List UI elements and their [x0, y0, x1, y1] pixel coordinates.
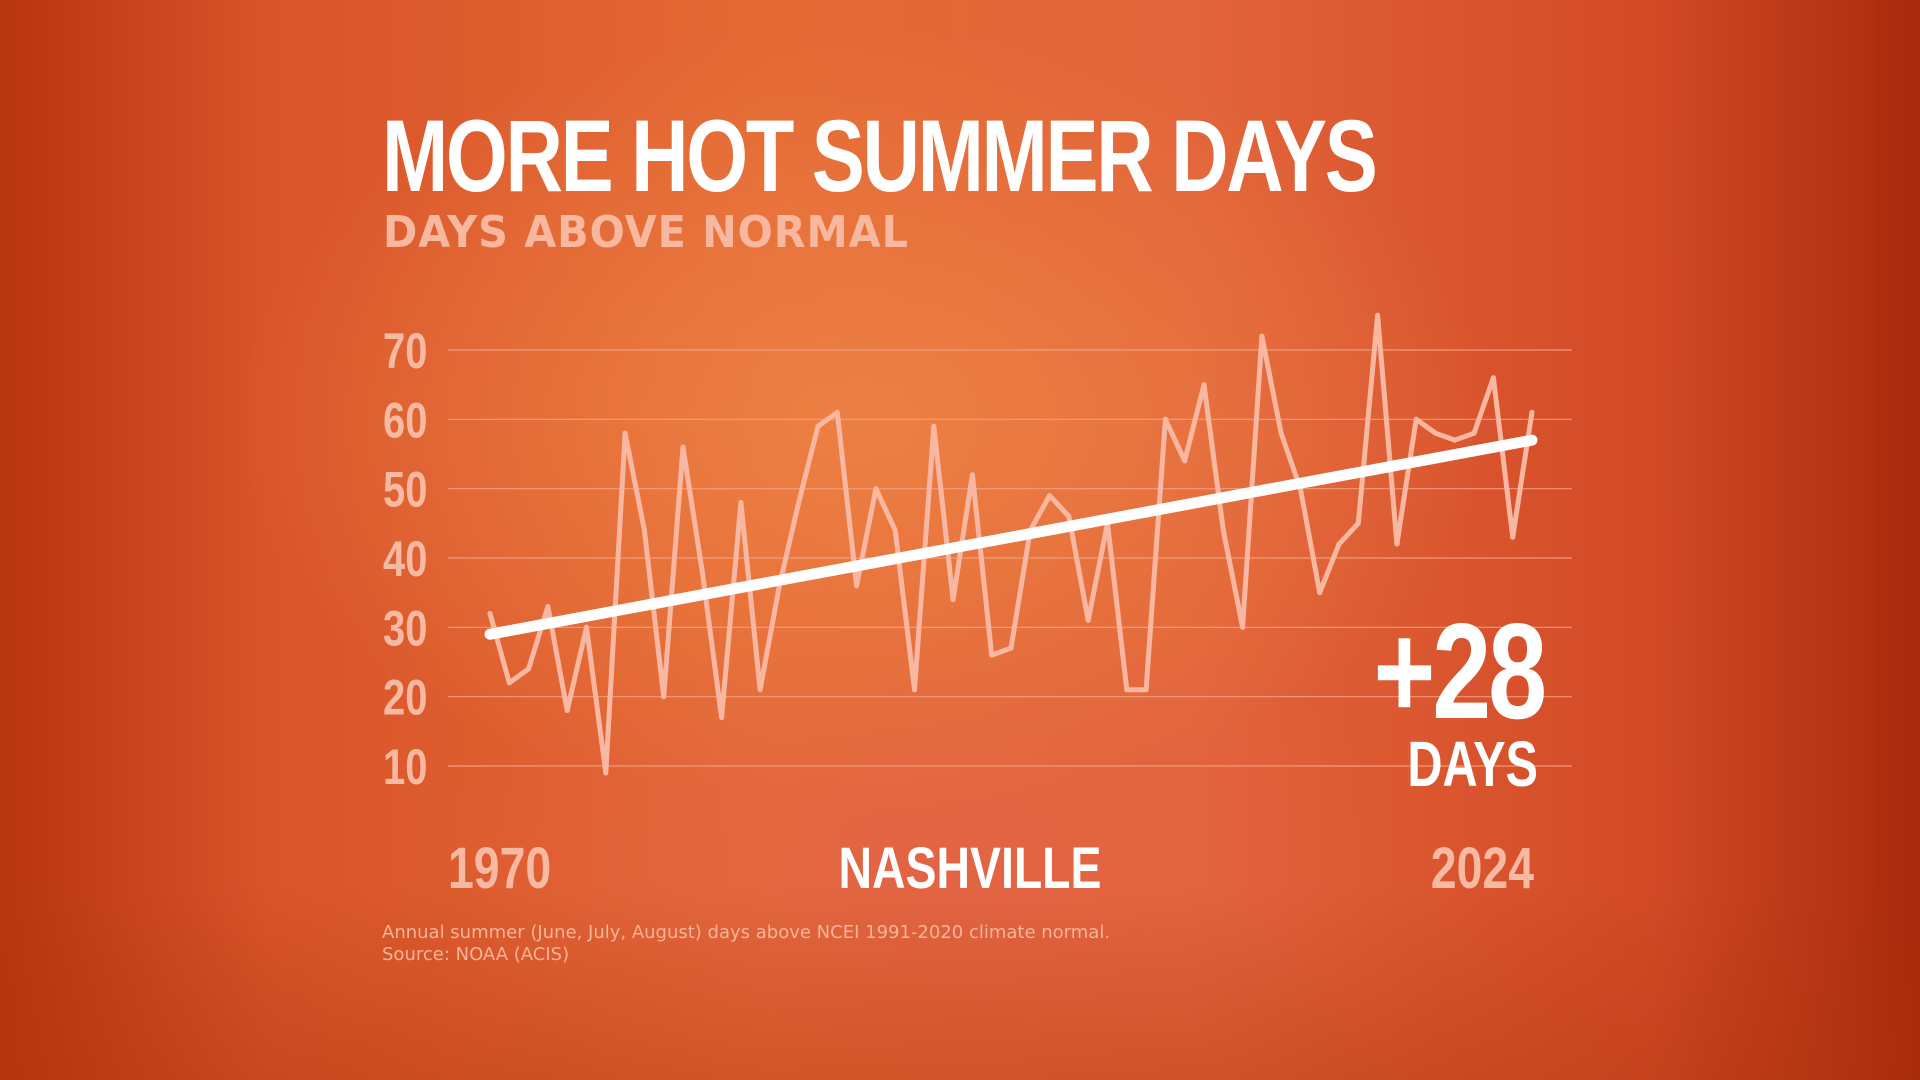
data-point-2000 — [1066, 513, 1072, 519]
y-tick-label-20: 20 — [383, 669, 427, 725]
x-axis-end-label: 2024 — [1431, 836, 1534, 901]
data-point-2004 — [1143, 687, 1149, 693]
data-point-2011 — [1278, 430, 1284, 436]
data-point-1982 — [719, 715, 725, 720]
data-point-1979 — [661, 694, 667, 700]
data-point-2005 — [1162, 416, 1168, 422]
data-point-2018 — [1413, 416, 1419, 422]
data-point-1975 — [584, 624, 589, 630]
data-point-1976 — [603, 770, 609, 776]
trend-line — [484, 434, 1538, 640]
data-point-2009 — [1240, 624, 1246, 630]
callout-value: +28 — [1373, 595, 1544, 747]
footnote: Annual summer (June, July, August) days … — [382, 922, 1110, 966]
data-point-2023 — [1510, 534, 1516, 540]
data-point-2021 — [1471, 430, 1477, 436]
footnote-description: Annual summer (June, July, August) days … — [382, 922, 1111, 943]
data-point-2007 — [1201, 382, 1207, 388]
y-tick-label-50: 50 — [383, 461, 427, 517]
data-point-1999 — [1047, 493, 1053, 499]
data-point-2016 — [1375, 312, 1381, 318]
data-point-2010 — [1259, 333, 1265, 339]
data-point-2003 — [1124, 687, 1130, 693]
data-point-1994 — [950, 597, 956, 603]
y-tick-label-30: 30 — [383, 600, 427, 656]
y-tick-label-10: 10 — [383, 739, 427, 795]
data-point-1986 — [796, 500, 802, 505]
data-point-1970 — [487, 611, 493, 616]
data-point-1996 — [989, 652, 995, 658]
data-point-1981 — [699, 569, 705, 575]
data-point-2019 — [1433, 430, 1438, 436]
data-point-1977 — [622, 430, 628, 436]
data-point-2008 — [1220, 527, 1226, 533]
x-axis-start-label: 1970 — [448, 836, 551, 901]
data-point-1972 — [526, 666, 532, 672]
location-label: NASHVILLE — [839, 836, 1102, 901]
data-point-1992 — [912, 687, 917, 693]
data-point-1995 — [969, 472, 975, 478]
data-point-2006 — [1182, 458, 1188, 464]
data-point-2015 — [1355, 520, 1361, 526]
data-point-2014 — [1336, 541, 1342, 547]
y-axis-ticks: 10 20 30 40 50 60 70 — [383, 323, 427, 795]
data-point-1978 — [641, 527, 647, 533]
chart-subtitle: DAYS ABOVE NORMAL — [383, 207, 909, 258]
y-tick-label-60: 60 — [383, 392, 427, 448]
data-point-2022 — [1490, 375, 1496, 381]
data-point-1983 — [738, 500, 744, 505]
data-point-1991 — [892, 527, 898, 533]
data-point-1988 — [834, 409, 840, 415]
data-point-1971 — [506, 680, 512, 686]
data-point-2017 — [1394, 541, 1400, 547]
footnote-source: Source: NOAA (ACIS) — [382, 944, 570, 965]
data-point-2024 — [1529, 409, 1535, 415]
data-point-1989 — [854, 583, 860, 589]
data-point-1973 — [545, 604, 551, 609]
data-point-2013 — [1317, 590, 1323, 596]
data-point-1990 — [873, 486, 879, 492]
y-tick-label-40: 40 — [383, 531, 427, 587]
y-tick-label-70: 70 — [383, 323, 427, 379]
data-point-1987 — [815, 423, 821, 429]
data-point-2001 — [1085, 617, 1091, 623]
data-point-1974 — [564, 708, 570, 713]
data-point-1993 — [931, 423, 937, 429]
chart-title: MORE HOT SUMMER DAYS — [382, 99, 1378, 213]
data-point-1980 — [680, 444, 686, 450]
data-point-1997 — [1008, 645, 1014, 651]
data-point-2020 — [1452, 437, 1458, 443]
callout-unit: DAYS — [1407, 730, 1538, 801]
series-layer — [484, 312, 1538, 776]
data-point-1984 — [757, 687, 763, 693]
